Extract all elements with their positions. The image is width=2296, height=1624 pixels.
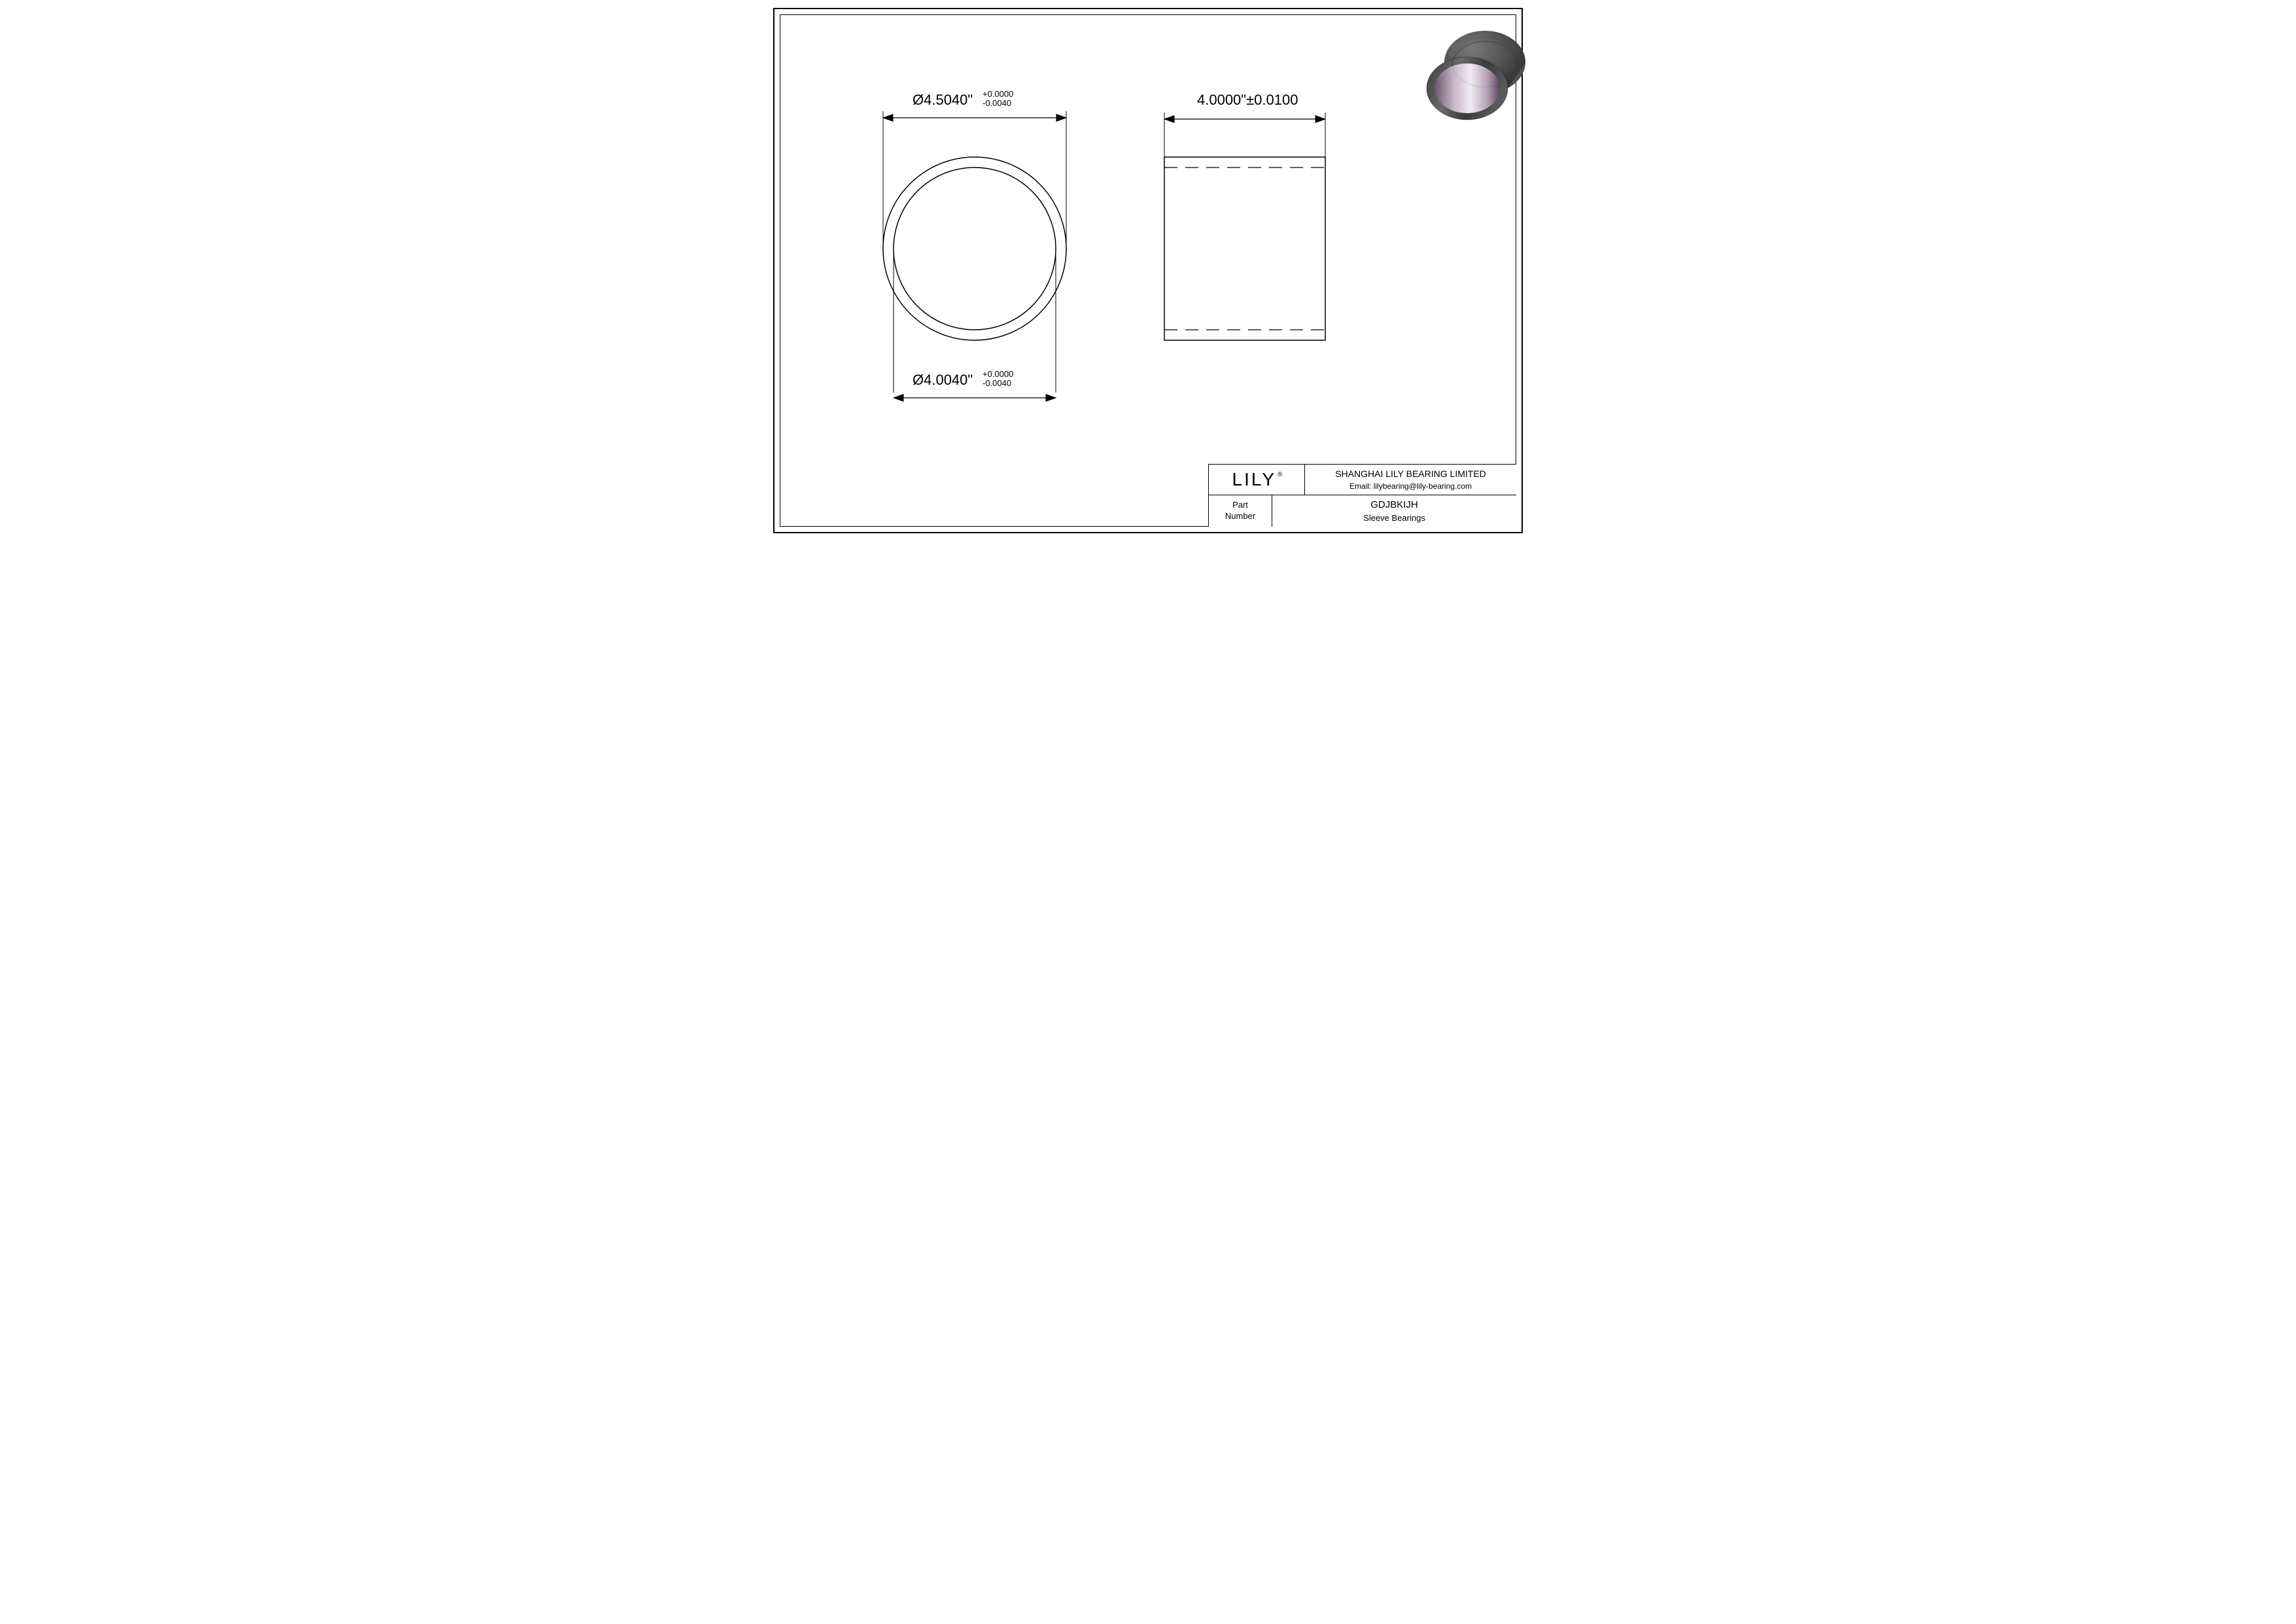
technical-drawing: Ø4.5040" +0.0000 -0.0040 Ø4.0040" +0.000… — [765, 0, 1531, 541]
company-cell: SHANGHAI LILY BEARING LIMITED Email: lil… — [1305, 465, 1516, 495]
dim-inner-dia-tol-lower: -0.0040 — [983, 378, 1011, 388]
logo-text: LILY — [1232, 469, 1277, 489]
titleblock-row-company: LILY® SHANGHAI LILY BEARING LIMITED Emai… — [1209, 465, 1516, 495]
drawing-page: Ø4.5040" +0.0000 -0.0040 Ø4.0040" +0.000… — [765, 0, 1531, 541]
front-view — [883, 157, 1066, 340]
company-email: Email: lilybearing@lily-bearing.com — [1349, 482, 1472, 491]
dim-length-value: 4.0000"±0.0100 — [1197, 92, 1298, 108]
side-view — [1164, 157, 1325, 340]
part-number: GDJBKIJH — [1370, 499, 1418, 510]
part-number-label-cell: Part Number — [1209, 495, 1272, 527]
part-number-label-1: Part — [1232, 500, 1248, 511]
titleblock-row-part: Part Number GDJBKIJH Sleeve Bearings — [1209, 495, 1516, 527]
dim-outer-dia-tol-upper: +0.0000 — [983, 89, 1013, 99]
registered-mark: ® — [1278, 471, 1282, 478]
dim-outer-dia-tol-lower: -0.0040 — [983, 98, 1011, 108]
dim-outer-diameter: Ø4.5040" +0.0000 -0.0040 — [883, 89, 1066, 249]
part-number-value-cell: GDJBKIJH Sleeve Bearings — [1272, 495, 1516, 527]
isometric-render — [1427, 31, 1525, 120]
logo-cell: LILY® — [1209, 465, 1305, 495]
title-block: LILY® SHANGHAI LILY BEARING LIMITED Emai… — [1208, 464, 1516, 527]
dim-length: 4.0000"±0.0100 — [1164, 92, 1325, 157]
part-number-label-2: Number — [1225, 511, 1255, 522]
company-name: SHANGHAI LILY BEARING LIMITED — [1335, 468, 1486, 479]
dim-inner-dia-tol-upper: +0.0000 — [983, 369, 1013, 379]
dim-inner-dia-value: Ø4.0040" — [913, 372, 973, 388]
part-description: Sleeve Bearings — [1363, 513, 1425, 523]
dim-inner-diameter: Ø4.0040" +0.0000 -0.0040 — [894, 250, 1056, 398]
dim-outer-dia-value: Ø4.5040" — [913, 92, 973, 108]
